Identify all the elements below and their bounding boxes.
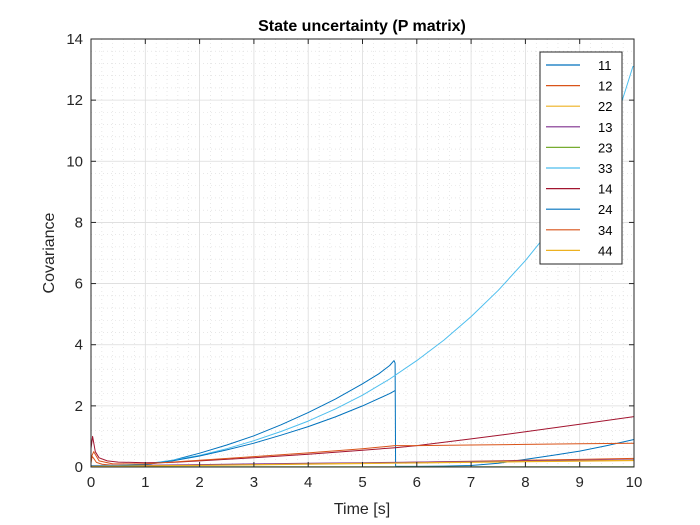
series-line-14 <box>91 416 634 464</box>
legend-box <box>539 51 623 265</box>
legend-label-44: 44 <box>598 243 612 258</box>
x-tick-label: 2 <box>195 474 203 491</box>
x-tick-label: 0 <box>87 474 95 491</box>
y-tick-label: 12 <box>66 92 83 109</box>
x-tick-label: 7 <box>467 474 475 491</box>
y-tick-label: 10 <box>66 153 83 170</box>
legend-label-24: 24 <box>598 202 612 217</box>
y-tick-label: 14 <box>66 31 83 48</box>
y-tick-label: 6 <box>75 276 83 293</box>
legend-label-14: 14 <box>598 182 612 197</box>
x-tick-label: 6 <box>413 474 421 491</box>
legend-label-33: 33 <box>598 161 612 176</box>
x-tick-label: 4 <box>304 474 312 491</box>
x-tick-label: 1 <box>141 474 149 491</box>
chart-title: State uncertainty (P matrix) <box>258 18 466 35</box>
y-tick-label: 2 <box>75 398 83 415</box>
y-tick-label: 8 <box>75 214 83 231</box>
x-axis-label: Time [s] <box>334 501 390 518</box>
x-tick-label: 3 <box>250 474 258 491</box>
y-tick-label: 0 <box>75 459 83 476</box>
y-tick-label: 4 <box>75 337 83 354</box>
y-axis-label: Covariance <box>41 212 58 293</box>
series-line-34 <box>91 442 634 465</box>
legend-label-12: 12 <box>598 79 612 94</box>
legend-label-13: 13 <box>598 120 612 135</box>
legend-label-22: 22 <box>598 99 612 114</box>
x-tick-label: 5 <box>358 474 366 491</box>
legend: 11 12 22 13 23 33 14 24 34 44 <box>539 51 623 265</box>
legend-label-11: 11 <box>598 58 612 73</box>
x-tick-label: 10 <box>626 474 643 491</box>
legend-label-23: 23 <box>598 140 612 155</box>
legend-label-34: 34 <box>598 223 612 238</box>
x-tick-label: 9 <box>576 474 584 491</box>
x-tick-label: 8 <box>521 474 529 491</box>
